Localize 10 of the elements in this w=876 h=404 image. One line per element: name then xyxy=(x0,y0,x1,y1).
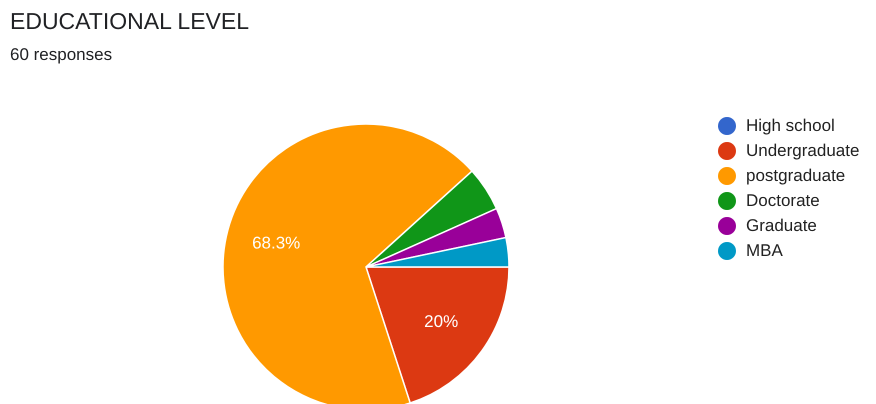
legend-label: Graduate xyxy=(746,216,817,236)
legend-label: MBA xyxy=(746,241,783,261)
legend-label: Undergraduate xyxy=(746,141,860,161)
chart-title: EDUCATIONAL LEVEL xyxy=(10,8,250,35)
legend-label: Doctorate xyxy=(746,191,820,211)
data-label: 68.3% xyxy=(252,234,300,253)
text: 60 responses xyxy=(10,45,112,65)
data-label: 20% xyxy=(424,312,458,332)
legend-label: High school xyxy=(746,116,835,136)
legend-label: postgraduate xyxy=(746,166,846,186)
